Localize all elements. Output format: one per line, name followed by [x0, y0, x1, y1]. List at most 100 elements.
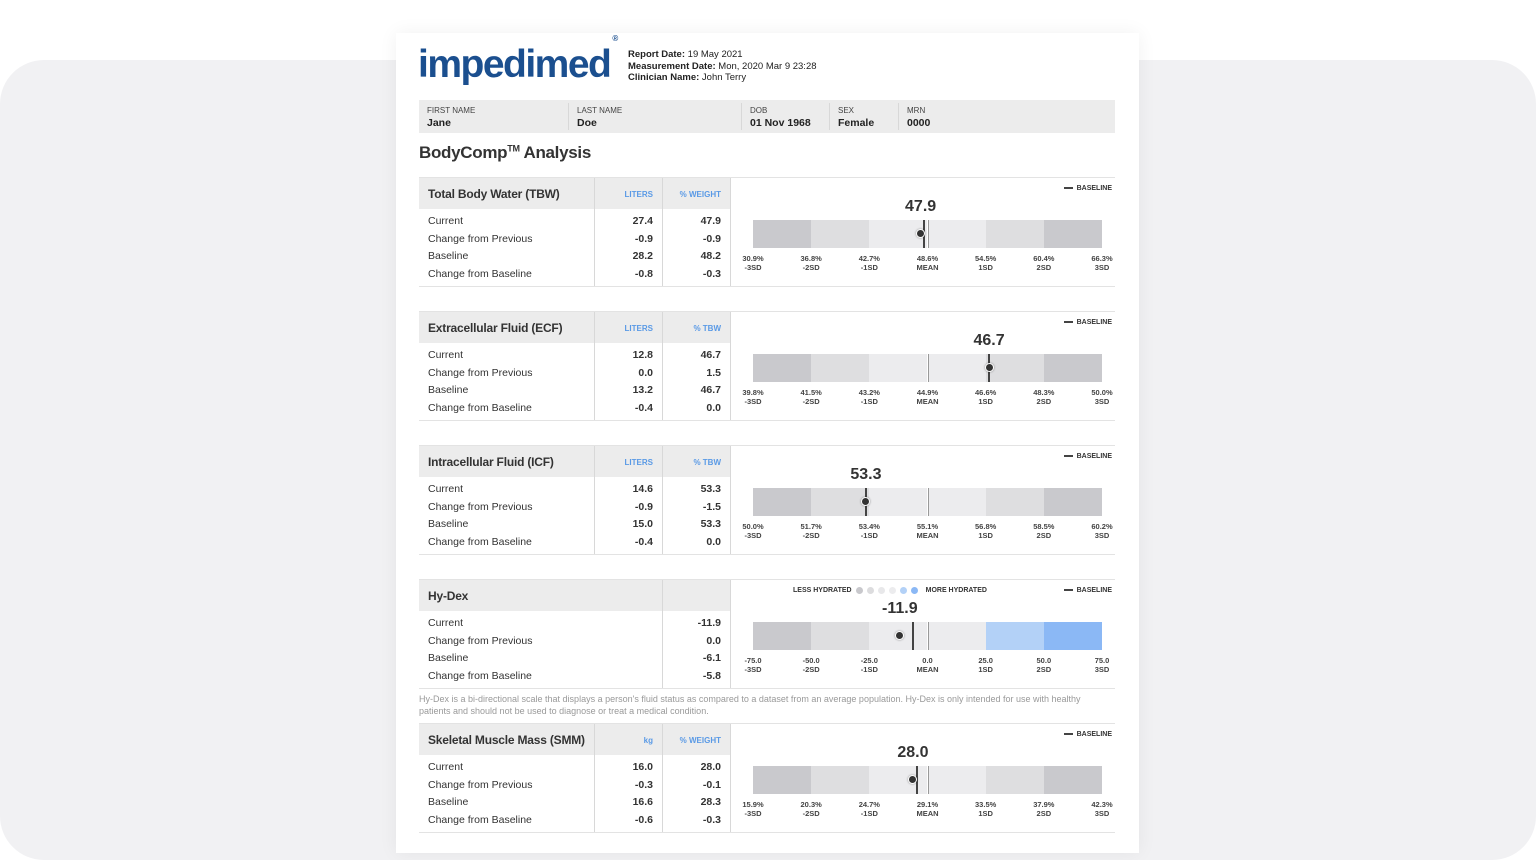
- logo-text: impedimed: [418, 43, 612, 86]
- tick-sd: -3SD: [744, 808, 762, 818]
- sd-scale-chart: BASELINE 28.0 15.9% -3SD 20.3% -2SD 24.7% -1SD 2…: [730, 724, 1115, 832]
- tick-label: 44.9% MEAN: [903, 388, 953, 406]
- sd-band: [811, 488, 870, 516]
- value-col1: -0.9: [634, 232, 653, 245]
- section-name: Total Body Water (TBW): [428, 187, 560, 201]
- tick-value: 58.5%: [1033, 522, 1055, 531]
- tick-label: 46.6% 1SD: [961, 388, 1011, 406]
- tick-label: 37.9% 2SD: [1019, 800, 1069, 818]
- row-label: Current: [428, 483, 464, 495]
- value-col2: 0.0: [706, 401, 721, 414]
- tick-sd: 3SD: [1094, 262, 1110, 272]
- sd-band: [927, 354, 986, 382]
- tick-value: -25.0: [860, 656, 878, 665]
- section-name: Hy-Dex: [428, 589, 469, 603]
- tick-label: 20.3% -2SD: [786, 800, 836, 818]
- row-label: Baseline: [428, 250, 469, 262]
- tick-sd: 3SD: [1094, 396, 1110, 406]
- tick-value: 55.1%: [916, 522, 939, 531]
- value-col2: -0.9: [702, 232, 721, 245]
- tick-sd: -1SD: [860, 664, 878, 674]
- tick-value: 50.0%: [1091, 388, 1113, 397]
- divider: [662, 724, 663, 832]
- unit1-label: LITERS: [624, 458, 653, 467]
- value-col1: -0.9: [634, 500, 653, 513]
- tick-label: 39.8% -3SD: [728, 388, 778, 406]
- hydration-dot: [910, 587, 918, 594]
- field-label: MRN: [907, 106, 926, 115]
- divider: [662, 178, 663, 286]
- divider: [594, 446, 595, 554]
- section-hy-dex: Hy-Dex Current -11.9 Change from Previous 0…: [419, 579, 1115, 689]
- clinician-label: Clinician Name:: [628, 72, 700, 83]
- tick-sd: 2SD: [1036, 396, 1052, 406]
- unit1-label: LITERS: [624, 324, 653, 333]
- baseline-legend: BASELINE: [1063, 319, 1112, 326]
- sd-band: [985, 488, 1044, 516]
- value-col2: -0.3: [702, 813, 721, 826]
- sd-band: [753, 220, 812, 248]
- value-col2: 53.3: [700, 518, 721, 530]
- tick-value: 50.0: [1036, 656, 1052, 665]
- current-value-marker: [895, 631, 905, 640]
- tick-sd: MEAN: [916, 530, 939, 540]
- tick-label: 33.5% 1SD: [961, 800, 1011, 818]
- section-name: Intracellular Fluid (ICF): [428, 455, 554, 469]
- sd-band: [869, 354, 928, 382]
- tick-label: 58.5% 2SD: [1019, 522, 1069, 540]
- value-col2: -0.1: [702, 778, 721, 791]
- tick-value: 60.2%: [1091, 522, 1113, 531]
- mean-line: [927, 488, 929, 516]
- value-col2: -5.8: [702, 669, 721, 682]
- field-value: 01 Nov 1968: [750, 117, 811, 129]
- patient-field-first-name: FIRST NAME Jane: [419, 103, 569, 130]
- hydration-dot: [888, 587, 896, 594]
- tick-value: 25.0: [978, 656, 993, 665]
- row-label: Baseline: [428, 518, 469, 530]
- tick-sd: 1SD: [978, 664, 993, 674]
- tick-sd: -1SD: [860, 530, 878, 540]
- tick-label: 66.3% 3SD: [1077, 254, 1127, 272]
- unit2-label: % TBW: [693, 458, 721, 467]
- current-value-marker: [861, 497, 871, 506]
- tick-value: 41.5%: [800, 388, 822, 397]
- sd-band: [869, 766, 928, 794]
- tick-value: 56.8%: [975, 522, 997, 531]
- baseline-legend-label: BASELINE: [1076, 185, 1112, 192]
- patient-info-bar: FIRST NAME Jane LAST NAME Doe DOB 01 Nov…: [419, 100, 1115, 133]
- tick-label: 54.5% 1SD: [961, 254, 1011, 272]
- tick-value: 50.0%: [742, 522, 764, 531]
- tick-label: 29.1% MEAN: [903, 800, 953, 818]
- section-header: Extracellular Fluid (ECF) LITERS % TBW: [419, 312, 730, 343]
- patient-field-mrn: MRN 0000: [899, 103, 1115, 130]
- row-label: Baseline: [428, 384, 469, 396]
- sd-band: [1043, 354, 1102, 382]
- unit2-label: % TBW: [693, 324, 721, 333]
- tick-value: 29.1%: [916, 800, 939, 809]
- sd-band: [1043, 220, 1102, 248]
- tick-label: 50.0% -3SD: [728, 522, 778, 540]
- tick-value: 15.9%: [742, 800, 764, 809]
- unit2-label: % WEIGHT: [679, 736, 721, 745]
- unit1-label: kg: [643, 736, 653, 745]
- page-title: BodyCompTM Analysis: [419, 143, 591, 163]
- row-label: Change from Previous: [428, 634, 533, 647]
- tick-sd: -1SD: [860, 262, 878, 272]
- tick-label: 36.8% -2SD: [786, 254, 836, 272]
- tick-value: 24.7%: [858, 800, 880, 809]
- tick-value: 36.8%: [800, 254, 822, 263]
- title-main: BodyComp: [419, 143, 508, 162]
- section-intracellular-fluid-icf: Intracellular Fluid (ICF) LITERS % TBW C…: [419, 445, 1115, 555]
- sd-band: [927, 488, 986, 516]
- tick-sd: -2SD: [802, 262, 820, 272]
- hydration-dot: [866, 587, 874, 594]
- baseline-legend-swatch: [1063, 455, 1073, 457]
- report-date-label: Report Date:: [628, 49, 686, 60]
- value-col1: 0.0: [638, 366, 653, 379]
- row-label: Baseline: [428, 796, 469, 808]
- divider: [730, 580, 731, 688]
- divider: [730, 178, 731, 286]
- tick-value: 39.8%: [742, 388, 764, 397]
- section-header: Total Body Water (TBW) LITERS % WEIGHT: [419, 178, 730, 209]
- report-date: 19 May 2021: [687, 49, 743, 60]
